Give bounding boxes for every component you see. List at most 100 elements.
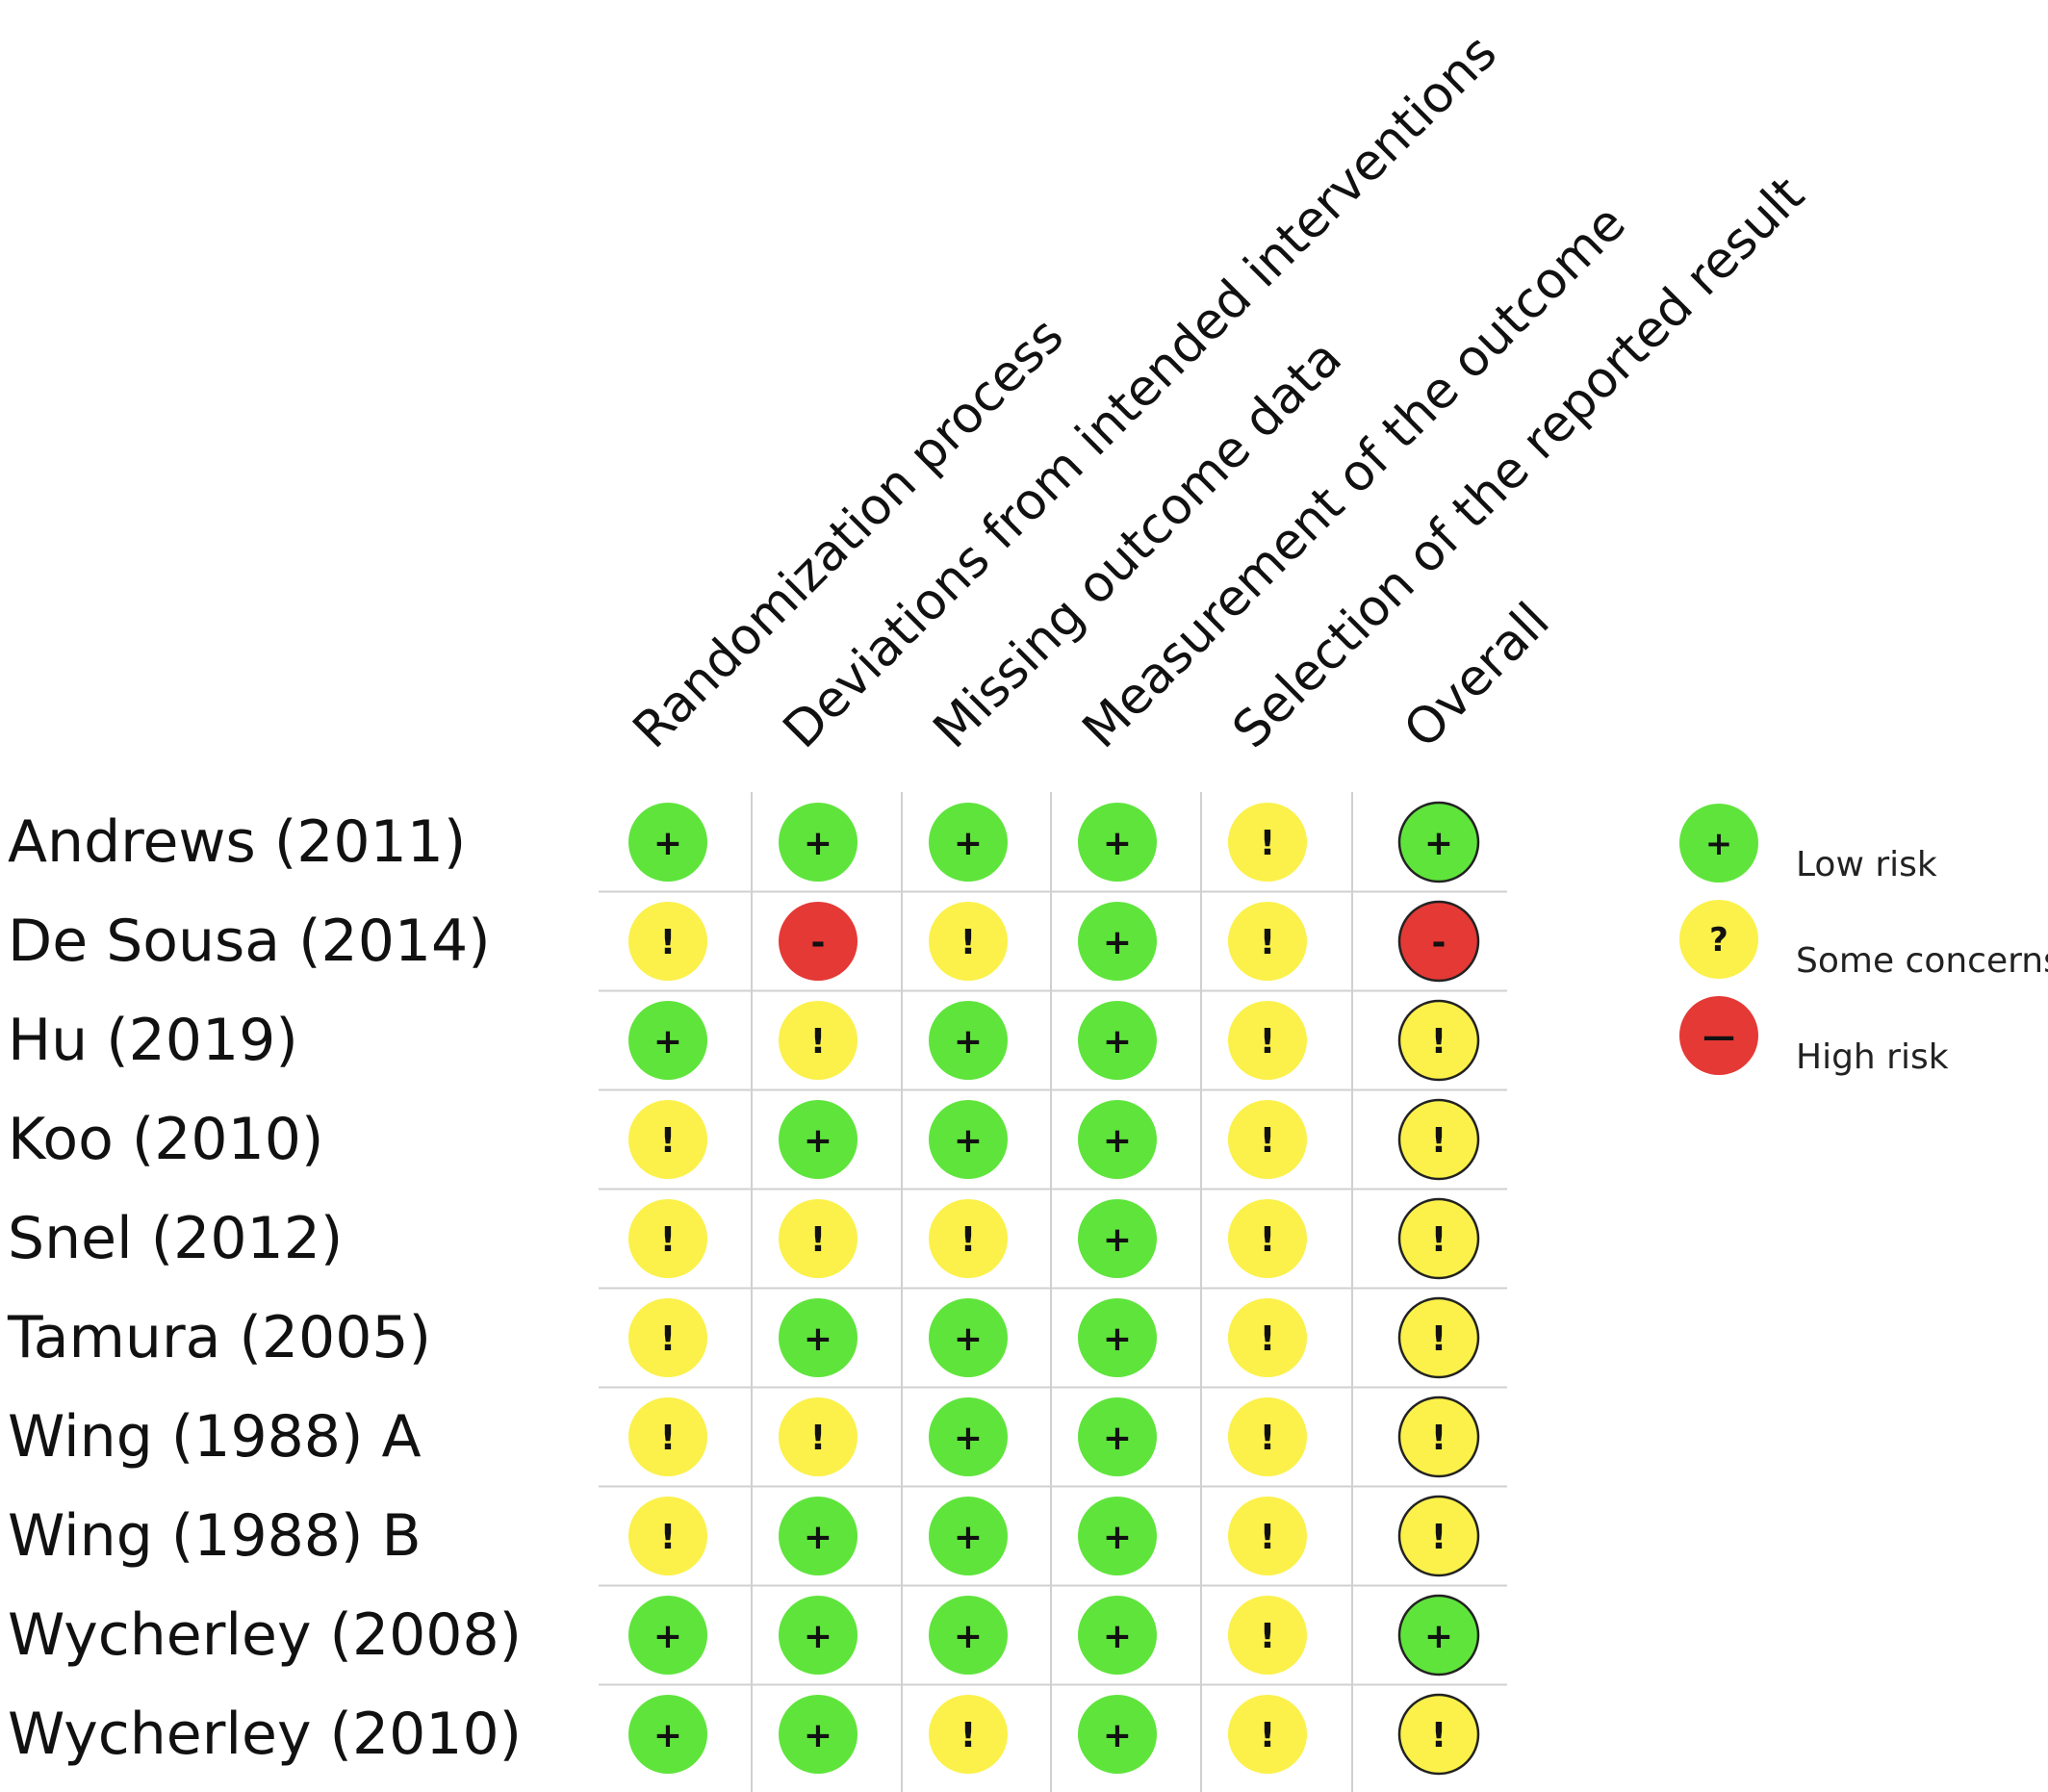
- rating-marker: [1228, 1001, 1307, 1080]
- rating-symbol: !: [1431, 1716, 1446, 1755]
- legend-symbol: ?: [1709, 921, 1728, 960]
- rating-marker: [1078, 803, 1157, 882]
- rating-symbol: +: [1424, 824, 1453, 863]
- rating-symbol: !: [1431, 1518, 1446, 1557]
- rating-symbol: !: [1431, 1220, 1446, 1260]
- legend-marker: [1679, 804, 1758, 883]
- rating-symbol: !: [660, 1220, 676, 1260]
- rating-marker: [1078, 1397, 1157, 1476]
- rating-marker: [1397, 1098, 1480, 1181]
- rating-symbol: !: [660, 1121, 676, 1161]
- rating-symbol: +: [653, 1617, 682, 1656]
- rating-marker: [929, 1298, 1008, 1377]
- rating-symbol: +: [1103, 1419, 1132, 1458]
- column-label: Measurement of the outcome: [1072, 194, 1637, 759]
- rating-symbol: +: [954, 1419, 983, 1458]
- rating-marker: [779, 1100, 858, 1179]
- rating-symbol: !: [1260, 1121, 1275, 1161]
- rating-symbol: +: [1103, 1716, 1132, 1755]
- rating-marker: [1397, 1495, 1480, 1577]
- rating-symbol: !: [1260, 1716, 1275, 1755]
- rating-marker: [779, 1397, 858, 1476]
- rating-symbol: !: [810, 1419, 826, 1458]
- study-label: Koo (2010): [8, 1106, 323, 1173]
- study-label: Wycherley (2010): [8, 1701, 522, 1768]
- rating-symbol: !: [660, 923, 676, 962]
- rating-symbol: !: [810, 1022, 826, 1062]
- legend-marker: [1679, 996, 1758, 1075]
- rating-marker: [1397, 801, 1480, 883]
- rating-marker: [1078, 1497, 1157, 1575]
- rating-marker: [929, 902, 1008, 981]
- legend-symbol: —: [1702, 1017, 1735, 1056]
- rating-symbol: +: [804, 1319, 832, 1359]
- rating-symbol: +: [1103, 1518, 1132, 1557]
- rating-marker: [628, 803, 707, 882]
- study-label: Wing (1988) B: [8, 1502, 422, 1570]
- rating-marker: [929, 1100, 1008, 1179]
- rating-marker: [628, 1397, 707, 1476]
- rating-marker: [1078, 1001, 1157, 1080]
- rating-symbol: +: [954, 1617, 983, 1656]
- rating-symbol: +: [1103, 1319, 1132, 1359]
- rating-symbol: +: [954, 1022, 983, 1062]
- study-label: Andrews (2011): [8, 808, 466, 876]
- legend-label: High risk: [1796, 1037, 1949, 1077]
- rating-marker: [1078, 1596, 1157, 1675]
- rating-marker: [1228, 1596, 1307, 1675]
- rating-symbol: !: [1431, 1319, 1446, 1359]
- study-label: Wing (1988) A: [8, 1403, 422, 1471]
- rating-marker: [1397, 1594, 1480, 1677]
- rating-symbol: +: [954, 1319, 983, 1359]
- rating-marker: [1228, 1397, 1307, 1476]
- rating-symbol: +: [804, 1617, 832, 1656]
- study-label: Tamura (2005): [7, 1304, 431, 1371]
- rating-marker: [628, 1199, 707, 1278]
- legend: + Low risk? Some concerns — High risk: [1679, 804, 2048, 1077]
- study-label: Wycherley (2008): [8, 1601, 522, 1669]
- rating-marker: [628, 1298, 707, 1377]
- rating-marker: [1397, 1197, 1480, 1280]
- rating-symbol: !: [1431, 1022, 1446, 1062]
- rating-marker: [779, 1199, 858, 1278]
- rating-symbol: !: [660, 1419, 676, 1458]
- rating-symbol: !: [1260, 1419, 1275, 1458]
- rating-symbol: +: [1103, 923, 1132, 962]
- rating-marker: [929, 1695, 1008, 1774]
- rating-symbol: -: [811, 923, 826, 962]
- study-labels: Andrews (2011) De Sousa (2014) Hu (2019) Ko…: [7, 808, 522, 1768]
- rating-marker: [779, 1298, 858, 1377]
- rating-marker: [929, 1596, 1008, 1675]
- legend-label: Low risk: [1796, 845, 1937, 884]
- rating-marker: [628, 902, 707, 981]
- study-label: Hu (2019): [8, 1007, 298, 1074]
- rating-marker: [628, 1497, 707, 1575]
- study-label: De Sousa (2014): [8, 908, 491, 975]
- rating-symbol: !: [810, 1220, 826, 1260]
- legend-label: Some concerns: [1796, 941, 2048, 981]
- rating-symbol: +: [804, 1716, 832, 1755]
- rating-symbol: !: [1260, 1022, 1275, 1062]
- rating-symbol: !: [660, 1518, 676, 1557]
- rating-marker: [1397, 1395, 1480, 1478]
- rating-marker: [628, 1695, 707, 1774]
- rating-symbol: !: [1431, 1121, 1446, 1161]
- rating-marker: [1078, 902, 1157, 981]
- rating-marker: [1397, 900, 1480, 983]
- rating-symbol: +: [653, 1022, 682, 1062]
- rating-symbol: +: [1103, 1121, 1132, 1161]
- rating-marker: [1228, 1298, 1307, 1377]
- rating-symbol: !: [1260, 923, 1275, 962]
- rating-symbol: !: [960, 1716, 976, 1755]
- rating-symbol: +: [653, 824, 682, 863]
- rating-marker: [1228, 1497, 1307, 1575]
- rating-marker: [779, 902, 858, 981]
- rating-marker: [929, 1397, 1008, 1476]
- rating-symbol: +: [1103, 824, 1132, 863]
- rating-marker: [1228, 1100, 1307, 1179]
- rating-marker: [1228, 1695, 1307, 1774]
- legend-symbol: +: [1705, 825, 1733, 863]
- rating-marker: [1078, 1199, 1157, 1278]
- rating-symbol: !: [960, 923, 976, 962]
